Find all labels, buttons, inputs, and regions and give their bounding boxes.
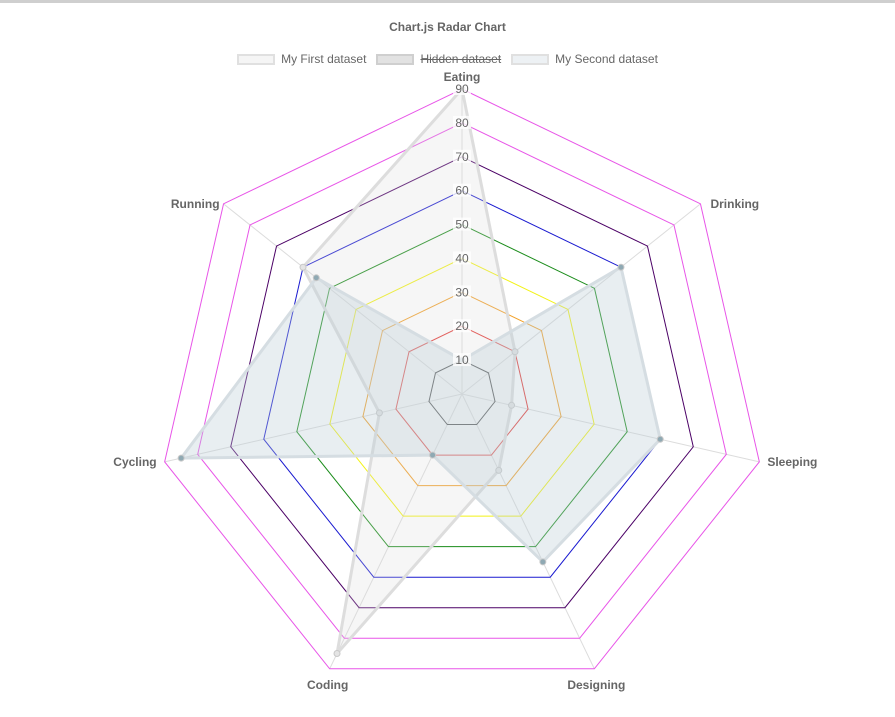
data-point-my-first-dataset[interactable] bbox=[375, 409, 383, 417]
axis-label-drinking: Drinking bbox=[710, 197, 759, 211]
axis-label-sleeping: Sleeping bbox=[767, 455, 817, 469]
legend-label-my-first-dataset: My First dataset bbox=[281, 52, 367, 66]
grid-ring-10 bbox=[428, 359, 496, 426]
series-area-my-second-dataset bbox=[178, 264, 662, 565]
data-point-my-first-dataset[interactable] bbox=[511, 348, 519, 356]
tick-backdrop bbox=[453, 149, 471, 163]
tick-label: 50 bbox=[455, 218, 469, 232]
tick-label: 80 bbox=[455, 116, 469, 130]
grid-ring-40 bbox=[329, 257, 595, 517]
tick-label: 20 bbox=[455, 319, 469, 333]
tick-backdrop bbox=[453, 217, 471, 231]
data-point-my-second-dataset[interactable] bbox=[539, 558, 547, 566]
legend-swatch-my-first-dataset bbox=[237, 53, 276, 65]
tick-label: 40 bbox=[455, 251, 469, 265]
legend-swatch-my-second-dataset bbox=[511, 53, 550, 65]
tick-label: 70 bbox=[455, 150, 469, 164]
tick-backdrop bbox=[453, 353, 471, 367]
grid-ring-20 bbox=[395, 325, 529, 456]
axis-label-running: Running bbox=[171, 197, 220, 211]
chart-title: Chart.js Radar Chart bbox=[389, 20, 506, 34]
data-point-my-first-dataset[interactable] bbox=[495, 466, 503, 474]
axis-label-eating: Eating bbox=[444, 70, 481, 84]
legend-label-hidden-dataset: Hidden dataset bbox=[420, 52, 502, 66]
data-point-my-second-dataset[interactable] bbox=[177, 454, 185, 462]
tick-backdrop bbox=[453, 319, 471, 333]
tick-label: 30 bbox=[455, 285, 469, 299]
grid-ring-80 bbox=[197, 122, 727, 639]
data-point-my-first-dataset[interactable] bbox=[333, 650, 341, 658]
top-border bbox=[0, 0, 895, 3]
legend-item-hidden-dataset[interactable]: Hidden dataset bbox=[376, 52, 501, 66]
tick-backdrop bbox=[453, 183, 471, 197]
axis-label-coding: Coding bbox=[307, 678, 348, 692]
grid-ring-90 bbox=[164, 88, 760, 670]
tick-label: 60 bbox=[455, 184, 469, 198]
legend-item-my-first-dataset[interactable]: My First dataset bbox=[237, 52, 366, 66]
data-point-my-second-dataset[interactable] bbox=[617, 263, 625, 271]
tick-label: 10 bbox=[455, 353, 469, 367]
data-point-my-second-dataset[interactable] bbox=[656, 435, 664, 443]
axis-label-designing: Designing bbox=[567, 678, 625, 692]
tick-backdrop bbox=[453, 285, 471, 299]
data-point-my-first-dataset[interactable] bbox=[299, 263, 307, 271]
data-point-my-second-dataset[interactable] bbox=[312, 274, 320, 282]
data-point-my-second-dataset[interactable] bbox=[429, 451, 437, 459]
legend-label-my-second-dataset: My Second dataset bbox=[555, 52, 658, 66]
legend-item-my-second-dataset[interactable]: My Second dataset bbox=[511, 52, 658, 66]
axis-label-cycling: Cycling bbox=[113, 455, 156, 469]
tick-label: 90 bbox=[455, 82, 469, 96]
tick-backdrop bbox=[453, 251, 471, 265]
angle-line bbox=[164, 393, 463, 463]
angle-line bbox=[329, 393, 463, 670]
tick-backdrop bbox=[453, 115, 471, 129]
data-point-my-first-dataset[interactable] bbox=[508, 401, 516, 409]
angle-line bbox=[461, 393, 595, 670]
angle-line bbox=[461, 203, 701, 395]
angle-line bbox=[223, 203, 463, 395]
tick-backdrop bbox=[453, 82, 471, 95]
grid-ring-70 bbox=[230, 156, 694, 609]
chart-legend: My First dataset Hidden dataset My Secon… bbox=[0, 52, 895, 66]
legend-swatch-hidden-dataset bbox=[376, 53, 415, 65]
grid-ring-50 bbox=[296, 224, 628, 548]
